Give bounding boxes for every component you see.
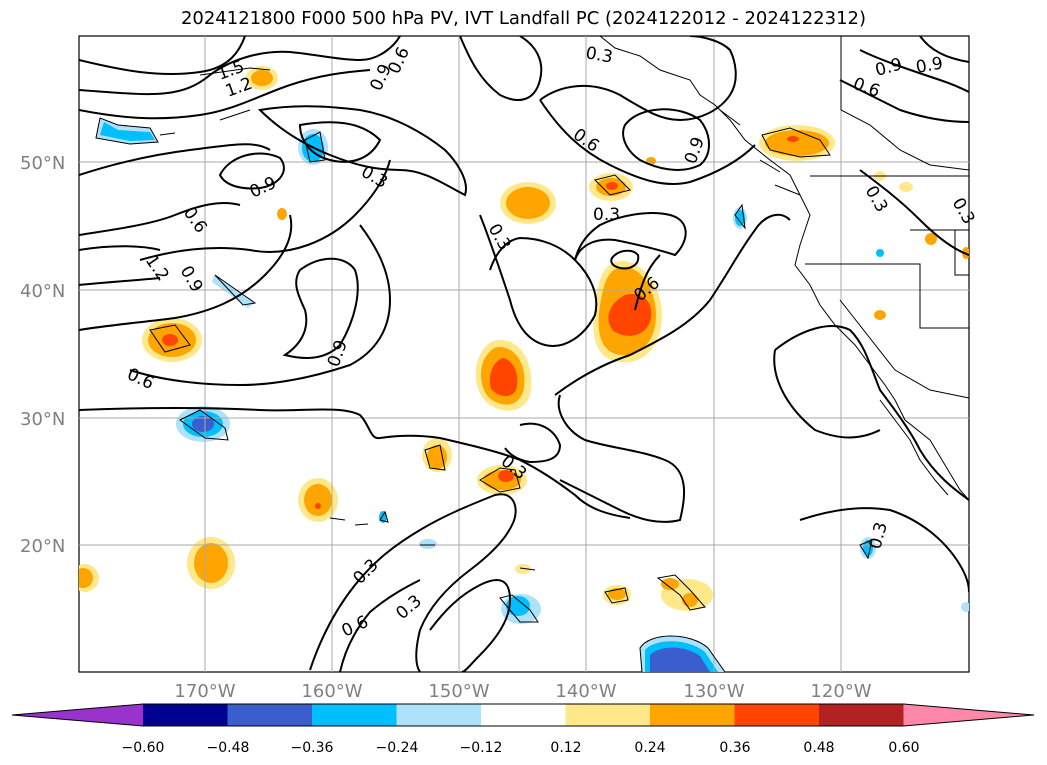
positive-anomaly-blob [422,438,452,472]
positive-anomaly-blob [477,465,527,495]
lat-label: 50°N [20,153,65,174]
lon-label: 120°W [810,681,871,702]
longitude-labels: 170°W 160°W 150°W 140°W 130°W 120°W [174,681,871,702]
colorbar-tick: 0.48 [803,740,834,756]
colorbar-ticks: −0.60 −0.48 −0.36 −0.24 −0.12 0.12 0.24 … [122,740,920,756]
positive-anomaly-blob [246,66,278,90]
latitude-labels: 50°N 40°N 30°N 20°N [20,153,65,557]
colorbar-segment [565,704,651,726]
colorbar-segment [650,704,735,726]
lat-label: 30°N [20,409,65,430]
colorbar-outline [11,703,1035,727]
lon-label: 170°W [174,681,235,702]
positive-anomaly-blob [475,340,532,411]
positive-anomaly-blob [500,182,556,224]
map-title: 2024121800 F000 500 hPa PV, IVT Landfall… [180,8,867,29]
colorbar-extend-left [12,704,143,726]
colorbar [11,703,1035,727]
lon-label: 130°W [683,681,744,702]
lat-label: 40°N [20,281,65,302]
colorbar-tick: −0.48 [207,740,250,756]
contour-label: 0.9 [914,54,944,78]
colorbar-tick: −0.12 [460,740,503,756]
colorbar-segment [227,704,313,726]
colorbar-segment [819,704,904,726]
pv-contour-layer [79,36,969,672]
colorbar-segment [734,704,820,726]
colorbar-tick: 0.60 [888,740,919,756]
colorbar-segment [143,704,228,726]
graticule [79,36,969,672]
colorbar-extend-right [903,704,1034,726]
colorbar-segment [312,704,397,726]
positive-anomaly-blob [298,478,338,522]
lon-label: 140°W [555,681,616,702]
negative-anomaly-blob [501,594,541,624]
positive-anomaly-blob [187,537,235,589]
positive-anomaly-blob [661,578,713,611]
colorbar-tick: 0.12 [550,740,581,756]
coastline-layer [95,36,969,672]
lon-label: 150°W [428,681,489,702]
positive-anomaly-blob [142,318,202,362]
contour-label: 0.3 [584,43,614,67]
positive-anomaly-blob [589,173,633,201]
lat-label: 20°N [20,536,65,557]
colorbar-segment [481,704,566,726]
colorbar-segment [396,704,482,726]
pv-fill-layer [79,66,969,672]
positive-anomaly-blob [759,125,835,161]
colorbar-tick: −0.24 [376,740,419,756]
colorbar-tick: 0.36 [719,740,750,756]
colorbar-tick: −0.36 [291,740,334,756]
colorbar-tick: −0.60 [122,740,165,756]
colorbar-tick: 0.24 [634,740,665,756]
lon-label: 160°W [301,681,362,702]
contour-label: 0.3 [593,205,620,225]
negative-anomaly-blob [96,118,158,144]
positive-anomaly-blob [79,564,99,592]
positive-anomaly-blob [277,157,969,574]
